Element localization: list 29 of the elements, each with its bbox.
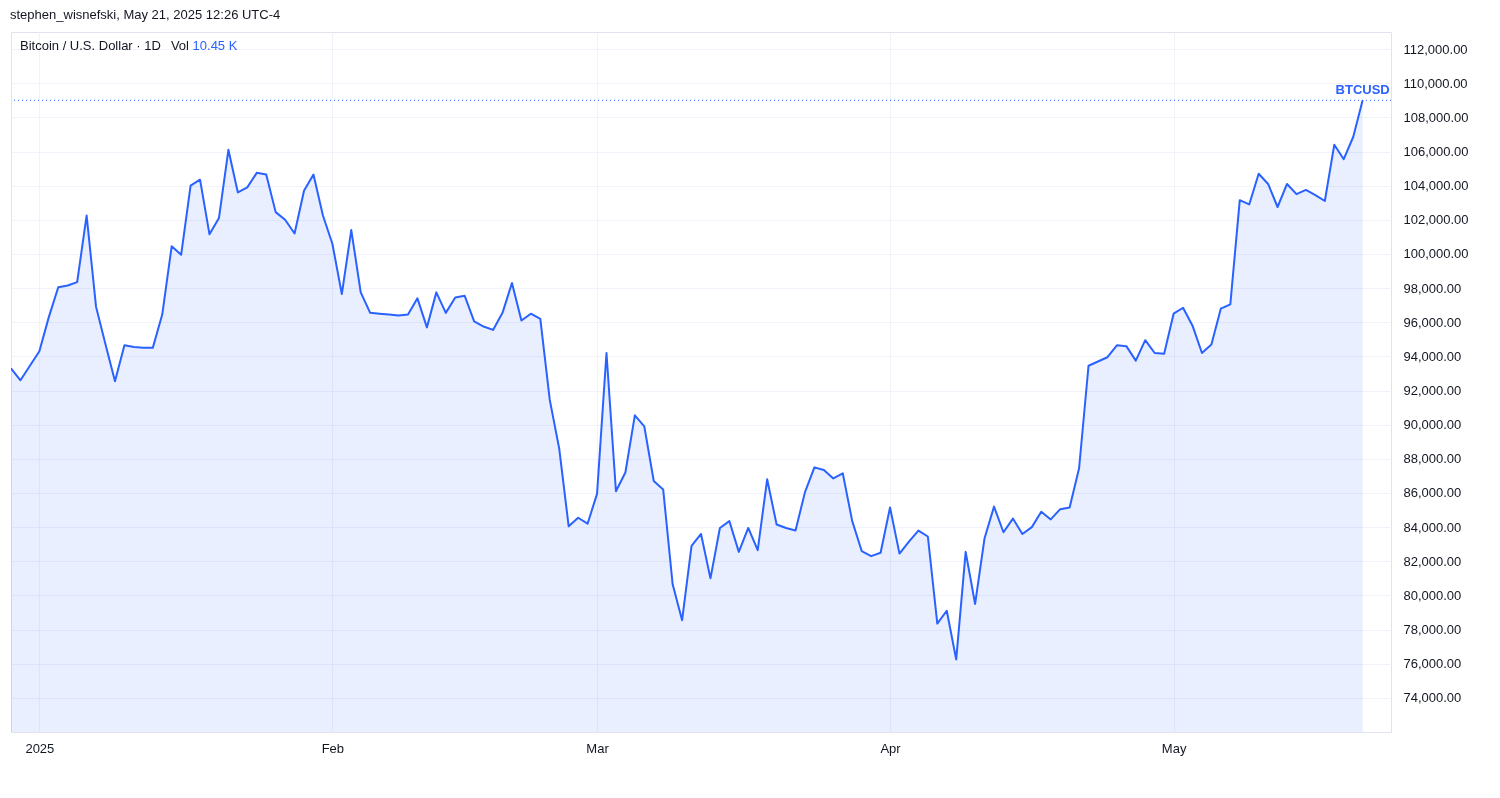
y-tick-label: 100,000.00 — [1403, 246, 1469, 262]
y-tick-label: 94,000.00 — [1403, 348, 1462, 364]
x-tick-label: Mar — [586, 740, 610, 756]
y-tick-label: 86,000.00 — [1403, 485, 1462, 501]
y-tick-label: 102,000.00 — [1403, 212, 1469, 228]
y-tick-label: 106,000.00 — [1403, 144, 1469, 160]
y-tick-label: 84,000.00 — [1403, 519, 1462, 535]
text: stephen_wisnefski, May 21, 2025 12:26 UTC-4 — [10, 7, 281, 22]
y-tick-label: 82,000.00 — [1403, 553, 1462, 569]
x-tick-label: May — [1161, 740, 1187, 756]
x-tick-label: Apr — [880, 740, 902, 756]
y-tick-label: 108,000.00 — [1403, 109, 1469, 125]
y-tick-label: 96,000.00 — [1403, 314, 1462, 330]
text: Bitcoin / U.S. Dollar · 1D — [20, 38, 161, 53]
y-tick-label: 104,000.00 — [1403, 178, 1469, 194]
x-tick-label: Feb — [321, 740, 345, 756]
y-tick-label: 74,000.00 — [1403, 690, 1462, 706]
y-tick-label: 88,000.00 — [1403, 451, 1462, 467]
y-tick-label: 80,000.00 — [1403, 587, 1462, 603]
annotation: Vol 10.45 K — [170, 38, 238, 53]
y-tick-label: 92,000.00 — [1403, 383, 1462, 399]
y-tick-label: 76,000.00 — [1403, 656, 1462, 672]
y-tick-label: 90,000.00 — [1403, 417, 1462, 433]
y-tick-label: 110,000.00 — [1403, 75, 1468, 91]
x-tick-label: 2025 — [25, 740, 55, 756]
ref-line-label: BTCUSD — [1335, 82, 1390, 98]
y-tick-label: 98,000.00 — [1403, 280, 1462, 296]
y-tick-label: 112,000.00 — [1403, 41, 1468, 57]
y-tick-label: 78,000.00 — [1403, 622, 1462, 638]
